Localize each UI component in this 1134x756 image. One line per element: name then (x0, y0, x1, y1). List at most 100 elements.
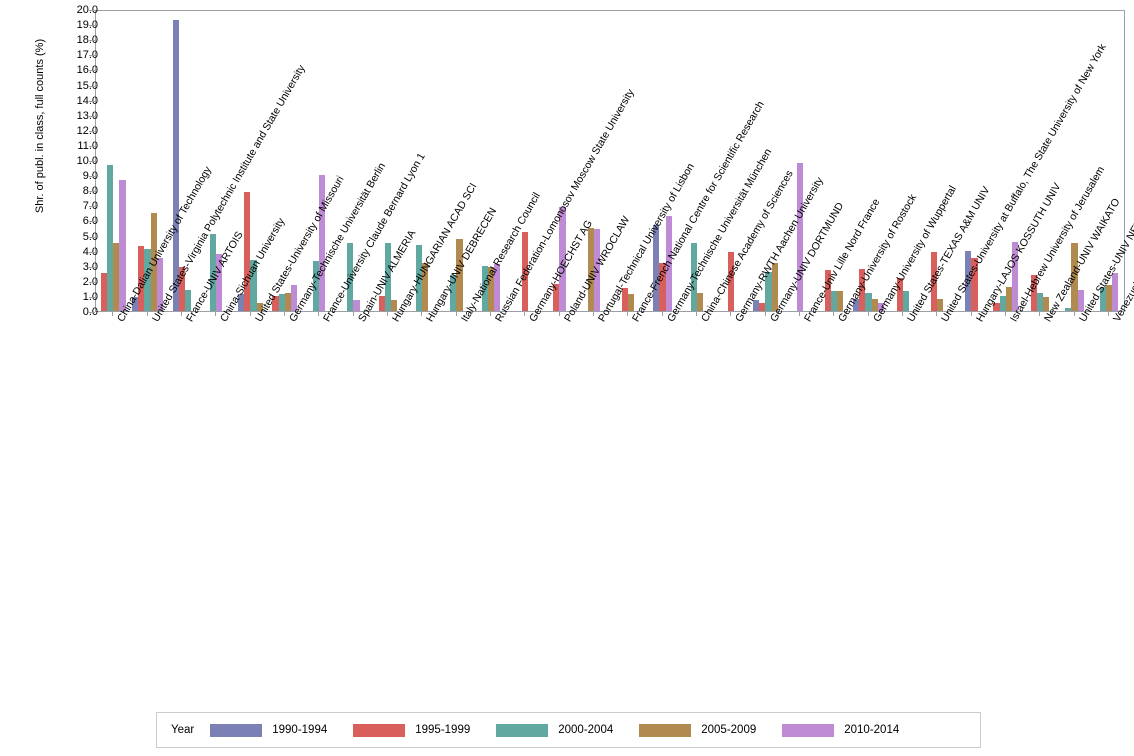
bar-group (853, 11, 884, 311)
legend-swatch (353, 723, 406, 737)
y-tick-label: 15.0 (76, 79, 98, 92)
bar (456, 238, 463, 311)
bar-group (1030, 11, 1050, 311)
bar (106, 164, 114, 311)
bar-group (450, 11, 463, 311)
bar (859, 268, 866, 311)
bar (1011, 241, 1019, 311)
x-tick-mark (730, 312, 732, 316)
x-tick-mark (627, 312, 629, 316)
bar (993, 303, 1000, 311)
bar-group (993, 11, 1019, 311)
bar (184, 289, 192, 311)
bar (1037, 292, 1044, 311)
legend-item[interactable]: 2010-2014 (782, 723, 899, 737)
x-tick-mark (215, 312, 217, 316)
bar (837, 291, 844, 311)
bar (244, 191, 251, 311)
bar (450, 274, 457, 311)
x-tick-mark (112, 312, 114, 316)
bar (765, 271, 772, 311)
bar (347, 243, 354, 311)
bar (753, 300, 760, 311)
bar-group (965, 11, 978, 311)
bar-group (1065, 11, 1084, 311)
x-tick-mark (1107, 312, 1109, 316)
bar (877, 303, 884, 311)
bar (1111, 273, 1119, 311)
bar-group (378, 11, 398, 311)
x-tick-mark (592, 312, 594, 316)
x-tick-mark (421, 312, 423, 316)
bar (156, 258, 163, 311)
bar (113, 243, 120, 311)
x-tick-mark (1039, 312, 1041, 316)
x-tick-mark (936, 312, 938, 316)
x-tick-mark (798, 312, 800, 316)
bar (384, 243, 391, 311)
bar (696, 292, 703, 311)
legend-swatch (496, 723, 549, 737)
y-tick-mark (89, 10, 95, 11)
bar (621, 288, 629, 311)
bar (1005, 286, 1012, 311)
legend-label: 1990-1994 (272, 724, 328, 736)
bar-group (653, 11, 672, 311)
y-tick-label: 12.0 (76, 124, 98, 137)
bar (132, 297, 139, 311)
bar (1099, 286, 1106, 311)
y-tick-mark (89, 266, 95, 268)
legend-swatch (782, 723, 835, 737)
y-tick-label: 19.0 (76, 19, 98, 32)
x-tick-mark (318, 312, 320, 316)
y-tick-label: 14.0 (76, 94, 98, 107)
x-tick-mark (455, 312, 457, 316)
bar (1065, 307, 1072, 311)
bar (771, 262, 778, 311)
bar (272, 295, 279, 311)
bar (728, 252, 735, 311)
bar (493, 264, 501, 311)
bar-group (312, 11, 326, 311)
legend-label: 2000-2004 (558, 724, 614, 736)
legend-item[interactable]: 2000-2004 (496, 723, 614, 737)
legend-title: Year (171, 724, 195, 736)
y-tick-label: 13.0 (76, 109, 98, 122)
bar (290, 285, 298, 311)
bar (896, 277, 903, 311)
bar (665, 215, 672, 311)
bar (930, 252, 938, 311)
bar (690, 243, 697, 311)
y-tick-label: 10.0 (76, 155, 98, 167)
bar (796, 163, 803, 311)
x-tick-mark (146, 312, 148, 316)
legend-items: 1990-1994 1995-1999 2000-2004 2005-2009 2010… (210, 723, 925, 737)
legend-item[interactable]: 2005-2009 (639, 723, 756, 737)
bar-group (1099, 11, 1119, 311)
y-tick-mark (89, 100, 95, 102)
bar (902, 291, 909, 311)
bar-group (522, 11, 529, 311)
bar-group (100, 11, 126, 311)
x-tick-mark (970, 312, 972, 316)
plot-area (95, 10, 1125, 312)
x-tick-mark (249, 312, 251, 316)
bar (144, 249, 151, 311)
bar (1030, 274, 1038, 311)
bar (553, 283, 560, 311)
bar (587, 227, 594, 311)
bar (628, 294, 635, 311)
legend-item[interactable]: 1990-1994 (210, 723, 328, 737)
y-tick-label: 18.0 (76, 34, 98, 47)
x-tick-mark (695, 312, 697, 316)
bar-group (753, 11, 778, 311)
bar-group (415, 11, 429, 311)
bar (238, 294, 245, 311)
bar (353, 300, 360, 311)
bar (378, 295, 385, 311)
bar (319, 175, 326, 311)
y-tick-mark (89, 251, 95, 253)
bar (100, 273, 107, 311)
legend-item[interactable]: 1995-1999 (353, 723, 470, 737)
